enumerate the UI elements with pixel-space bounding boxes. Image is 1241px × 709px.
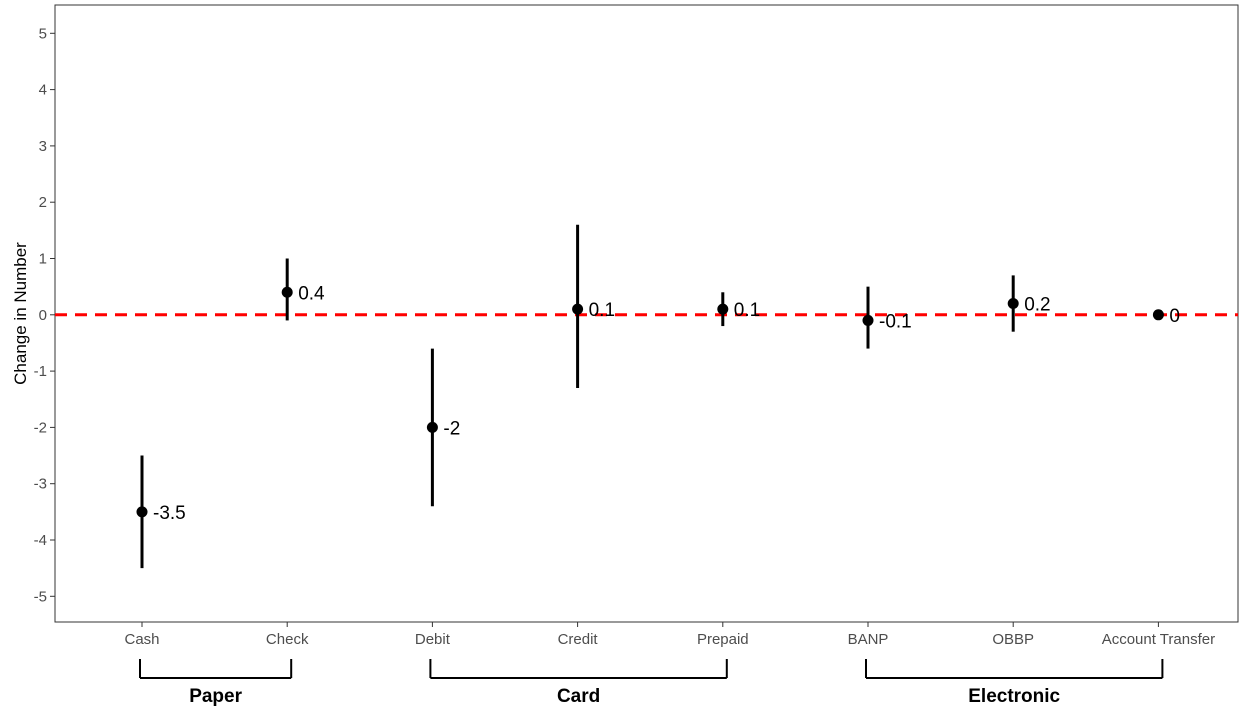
y-tick-label: -2 xyxy=(34,419,47,436)
x-tick-label-prepaid: Prepaid xyxy=(697,631,749,648)
group-label-electronic: Electronic xyxy=(968,686,1060,707)
x-tick-label-account-transfer: Account Transfer xyxy=(1102,631,1215,648)
data-label-banp: -0.1 xyxy=(879,311,912,332)
x-axis: Cash Check Debit Credit Prepaid BANP OBBP Accou… xyxy=(124,622,1215,648)
y-tick-label: 0 xyxy=(39,307,47,324)
y-tick-label: 3 xyxy=(39,138,47,155)
y-tick-label: 2 xyxy=(39,194,47,211)
x-tick-label-credit: Credit xyxy=(558,631,599,648)
x-tick-label-obbp: OBBP xyxy=(992,631,1034,648)
data-marks: -3.5 0.4 -2 0.1 0.1 -0.1 0.2 0 xyxy=(136,224,1180,569)
group-label-paper: Paper xyxy=(189,686,242,707)
y-axis: -5 -4 -3 -2 -1 0 1 2 3 4 5 xyxy=(34,25,55,605)
point-obbp xyxy=(1007,298,1019,310)
group-bracket-electronic xyxy=(865,659,1164,679)
y-axis-title: Change in Number xyxy=(11,242,30,385)
data-label-account-transfer: 0 xyxy=(1169,306,1180,327)
y-tick-label: 5 xyxy=(39,25,47,42)
group-bracket-paper xyxy=(139,659,293,679)
point-credit xyxy=(572,303,584,315)
y-tick-label: 4 xyxy=(39,82,47,99)
group-bracket-card xyxy=(429,659,728,679)
x-tick-label-check: Check xyxy=(266,631,309,648)
y-tick-label: -1 xyxy=(34,363,47,380)
x-tick-label-cash: Cash xyxy=(124,631,159,648)
point-cash xyxy=(136,506,148,518)
point-debit xyxy=(426,421,438,433)
data-label-check: 0.4 xyxy=(298,283,325,304)
x-tick-label-banp: BANP xyxy=(848,631,889,648)
y-tick-label: -5 xyxy=(34,588,47,605)
point-banp xyxy=(862,314,874,326)
data-label-obbp: 0.2 xyxy=(1024,295,1050,316)
data-label-credit: 0.1 xyxy=(589,300,615,321)
point-account-transfer xyxy=(1152,309,1164,321)
group-label-card: Card xyxy=(557,686,600,707)
data-label-prepaid: 0.1 xyxy=(734,300,760,321)
y-tick-label: 1 xyxy=(39,251,47,268)
y-tick-label: -3 xyxy=(34,476,47,493)
data-label-debit: -2 xyxy=(443,418,460,439)
data-label-cash: -3.5 xyxy=(153,503,186,524)
point-check xyxy=(281,286,293,298)
category-groups: Paper Card Electronic xyxy=(139,659,1164,707)
point-prepaid xyxy=(717,303,729,315)
y-tick-label: -4 xyxy=(34,532,47,549)
x-tick-label-debit: Debit xyxy=(415,631,451,648)
